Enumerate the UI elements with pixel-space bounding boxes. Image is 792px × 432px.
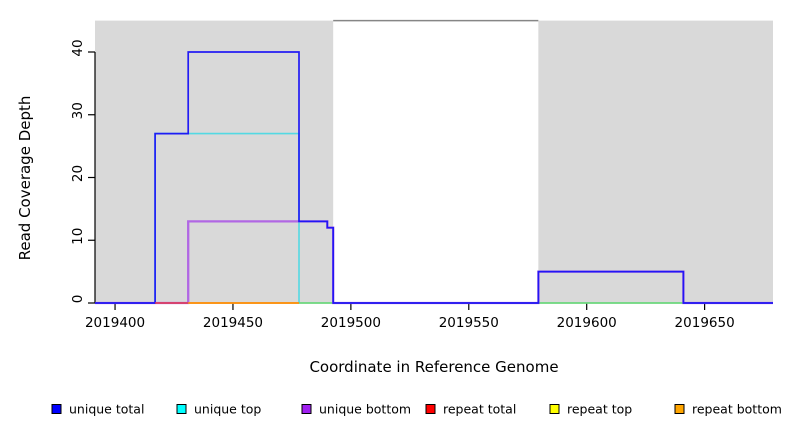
y-axis-title: Read Coverage Depth xyxy=(16,96,34,261)
x-axis-title: Coordinate in Reference Genome xyxy=(309,358,558,376)
legend-label-repeat-top: repeat top xyxy=(567,402,632,417)
legend-swatch-unique-top xyxy=(176,404,187,414)
legend-label-repeat-bottom: repeat bottom xyxy=(692,402,782,417)
repeat-region-shade xyxy=(95,20,334,303)
x-tick-label: 2019400 xyxy=(85,315,145,331)
x-tick-label: 2019500 xyxy=(321,315,381,331)
legend-label-unique-top: unique top xyxy=(194,402,261,417)
x-tick-label: 2019600 xyxy=(557,315,617,331)
legend-swatch-unique-bottom xyxy=(301,404,312,414)
x-tick-label: 2019550 xyxy=(439,315,499,331)
axes: 2019400 2019450 2019500 2019550 2019600 20196… xyxy=(70,39,735,331)
series-unique-total-line xyxy=(95,51,773,304)
y-tick-label: 30 xyxy=(70,102,86,119)
legend-label-unique-total: unique total xyxy=(69,402,144,417)
repeat-region-shading xyxy=(95,19,773,303)
coverage-series xyxy=(95,51,773,305)
y-tick-label: 10 xyxy=(70,228,86,245)
legend-swatch-repeat-bottom xyxy=(674,404,685,414)
legend: unique total unique top unique bottom repea… xyxy=(51,402,782,417)
y-tick-label: 0 xyxy=(70,295,86,304)
y-tick-label: 20 xyxy=(70,165,86,182)
legend-swatch-unique-total xyxy=(51,404,62,414)
y-tick-label: 40 xyxy=(70,39,86,56)
legend-swatch-repeat-total xyxy=(425,404,436,414)
x-tick-label: 2019650 xyxy=(675,315,735,331)
legend-swatch-repeat-top xyxy=(549,404,560,414)
x-tick-label: 2019450 xyxy=(203,315,263,331)
legend-label-repeat-total: repeat total xyxy=(443,402,516,417)
repeat-region-shade xyxy=(538,20,773,303)
legend-label-unique-bottom: unique bottom xyxy=(319,402,411,417)
